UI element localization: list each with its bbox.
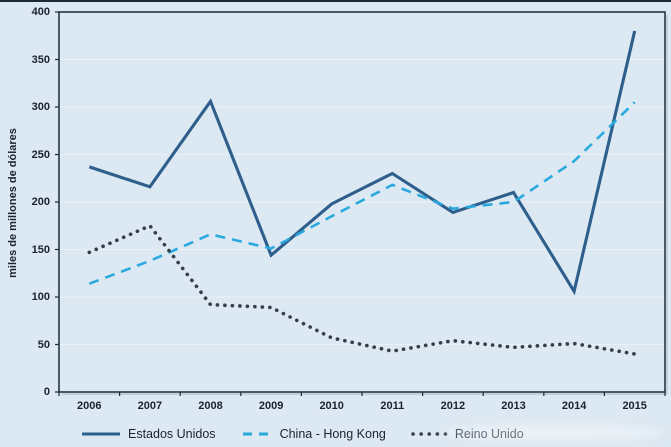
x-tick-label: 2011 [380,400,405,412]
y-tick-label: 400 [31,6,50,18]
x-tick-label: 2014 [561,400,587,412]
legend-item-china-hong-kong: China - Hong Kong [241,425,386,443]
x-tick-label: 2009 [258,400,284,412]
y-tick-label: 0 [43,386,50,398]
legend-item-reino-unido: Reino Unido [411,425,524,443]
legend-label: China - Hong Kong [279,426,386,441]
y-tick-label: 150 [31,243,50,256]
x-tick-label: 2013 [501,400,526,412]
y-tick-label: 200 [31,196,50,208]
series-line-china-hong-kong [88,101,636,285]
y-tick-label: 250 [31,148,50,161]
series-line-reino-unido [87,223,637,356]
x-tick-label: 2012 [440,400,466,412]
y-tick-label: 350 [31,53,50,66]
y-tick-label: 300 [31,101,50,113]
legend-item-estados-unidos: Estados Unidos [80,425,216,443]
solid-line-swatch-icon [80,425,122,443]
x-tick-label: 2006 [77,400,102,412]
legend-label: Estados Unidos [128,426,216,441]
x-tick-label: 2015 [622,400,647,412]
x-tick-label: 2008 [198,400,223,412]
legend-label: Reino Unido [454,426,524,441]
x-tick-label: 2007 [137,400,163,412]
y-tick-label: 50 [37,338,50,351]
x-tick-label: 2010 [319,400,344,412]
dashed-line-swatch-icon [241,425,274,443]
series-line-estados-unidos [88,30,637,296]
y-tick-label: 100 [31,291,50,303]
legend: Estados Unidos China - Hong Kong Reino U… [80,425,524,443]
dotted-line-swatch-icon [411,425,449,443]
